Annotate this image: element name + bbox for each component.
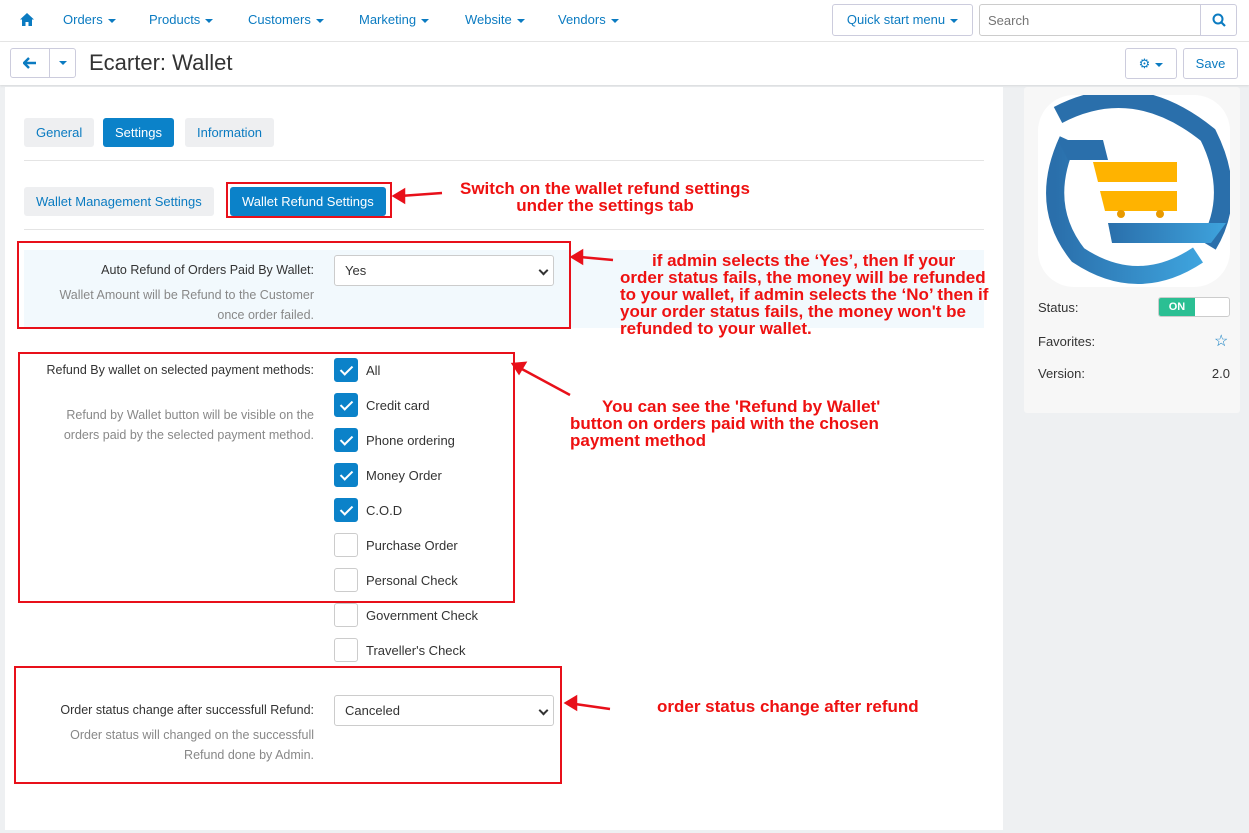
payment-method-checkbox[interactable] bbox=[334, 428, 358, 452]
payment-method-label: C.O.D bbox=[366, 503, 403, 518]
nav-orders[interactable]: Orders bbox=[63, 12, 116, 27]
payment-method-checkbox[interactable] bbox=[334, 638, 358, 662]
top-nav: Orders Products Customers Marketing Webs… bbox=[0, 0, 1249, 42]
annotation-note: You can see the 'Refund by Wallet' butto… bbox=[570, 397, 881, 450]
payment-method-label: Money Order bbox=[366, 468, 442, 483]
payment-method-label: Government Check bbox=[366, 608, 478, 623]
arrow-icon bbox=[579, 255, 614, 262]
divider bbox=[24, 160, 984, 161]
home-icon[interactable] bbox=[20, 13, 34, 26]
addon-logo bbox=[1038, 90, 1232, 287]
annotation-box bbox=[226, 182, 392, 218]
arrow-icon bbox=[569, 248, 584, 266]
nav-customers[interactable]: Customers bbox=[248, 12, 324, 27]
auto-refund-help: Wallet Amount will be Refund to the Cust… bbox=[59, 288, 314, 322]
payment-method-label: All bbox=[366, 363, 381, 378]
annotation-box bbox=[18, 352, 515, 603]
settings-dropdown-button[interactable]: ⚙ bbox=[1125, 48, 1177, 79]
payment-method-label: Phone ordering bbox=[366, 433, 455, 448]
payment-method-label: Personal Check bbox=[366, 573, 458, 588]
quick-start-menu-button[interactable]: Quick start menu bbox=[832, 4, 973, 36]
cart-logo-icon bbox=[1046, 90, 1232, 284]
nav-products[interactable]: Products bbox=[149, 12, 214, 27]
annotation-note: order status change after refund bbox=[657, 697, 919, 716]
status-label: Status: bbox=[1038, 300, 1079, 315]
arrow-icon bbox=[519, 366, 571, 397]
refund-methods-help: Refund by Wallet button will be visible … bbox=[63, 408, 314, 442]
auto-refund-select[interactable]: Yes bbox=[334, 255, 554, 286]
nav-vendors[interactable]: Vendors bbox=[558, 12, 619, 27]
annotation-note: if admin selects the ‘Yes’, then If your… bbox=[620, 251, 989, 338]
arrow-icon bbox=[399, 191, 443, 198]
annotation-box bbox=[17, 241, 571, 329]
payment-method-checkbox[interactable] bbox=[334, 533, 358, 557]
arrow-icon bbox=[391, 187, 406, 205]
addon-info-card: Status: ON Favorites: ☆ Version: 2.0 bbox=[1024, 87, 1240, 413]
save-button[interactable]: Save bbox=[1183, 48, 1238, 79]
payment-method-checkbox[interactable] bbox=[334, 393, 358, 417]
arrow-icon bbox=[510, 361, 528, 376]
version-value: 2.0 bbox=[1211, 366, 1230, 381]
arrow-left-icon bbox=[22, 57, 36, 69]
payment-method-label: Purchase Order bbox=[366, 538, 458, 553]
auto-refund-label: Auto Refund of Orders Paid By Wallet: bbox=[101, 263, 314, 277]
status-toggle[interactable]: ON bbox=[1158, 297, 1230, 317]
payment-method-checkbox[interactable] bbox=[334, 358, 358, 382]
nav-website[interactable]: Website bbox=[465, 12, 525, 27]
status-change-select[interactable]: Canceled bbox=[334, 695, 554, 726]
tab-information[interactable]: Information bbox=[185, 118, 275, 147]
version-label: Version: bbox=[1038, 366, 1085, 381]
subtab-wallet-refund[interactable]: Wallet Refund Settings bbox=[230, 187, 386, 216]
favorites-label: Favorites: bbox=[1038, 334, 1096, 349]
payment-method-checkbox[interactable] bbox=[334, 603, 358, 627]
divider bbox=[24, 229, 984, 230]
tab-settings[interactable]: Settings bbox=[103, 118, 174, 147]
back-dropdown-button[interactable] bbox=[49, 48, 76, 78]
gear-icon: ⚙ bbox=[1138, 56, 1151, 71]
back-button[interactable] bbox=[10, 48, 50, 78]
search-icon bbox=[1212, 13, 1226, 27]
payment-method-label: Traveller's Check bbox=[366, 643, 466, 658]
page-title: Ecarter: Wallet bbox=[89, 50, 233, 75]
payment-method-checkbox[interactable] bbox=[334, 498, 358, 522]
arrow-icon bbox=[574, 702, 611, 711]
payment-method-checkbox[interactable] bbox=[334, 568, 358, 592]
search-input[interactable] bbox=[979, 4, 1201, 36]
search-button[interactable] bbox=[1200, 4, 1237, 36]
star-icon[interactable]: ☆ bbox=[1214, 333, 1229, 350]
status-change-label: Order status change after successfull Re… bbox=[60, 703, 314, 717]
subtab-wallet-management[interactable]: Wallet Management Settings bbox=[24, 187, 214, 216]
payment-method-checkbox[interactable] bbox=[334, 463, 358, 487]
refund-methods-label: Refund By wallet on selected payment met… bbox=[46, 363, 314, 377]
status-change-help: Order status will changed on the success… bbox=[70, 728, 314, 762]
tab-general[interactable]: General bbox=[24, 118, 95, 147]
annotation-note: Switch on the wallet refund settings und… bbox=[460, 179, 750, 215]
annotation-box bbox=[14, 666, 562, 784]
nav-marketing[interactable]: Marketing bbox=[359, 12, 430, 27]
title-bar: Ecarter: Wallet ⚙ Save bbox=[0, 42, 1249, 85]
payment-method-label: Credit card bbox=[366, 398, 430, 413]
arrow-icon bbox=[563, 694, 578, 712]
